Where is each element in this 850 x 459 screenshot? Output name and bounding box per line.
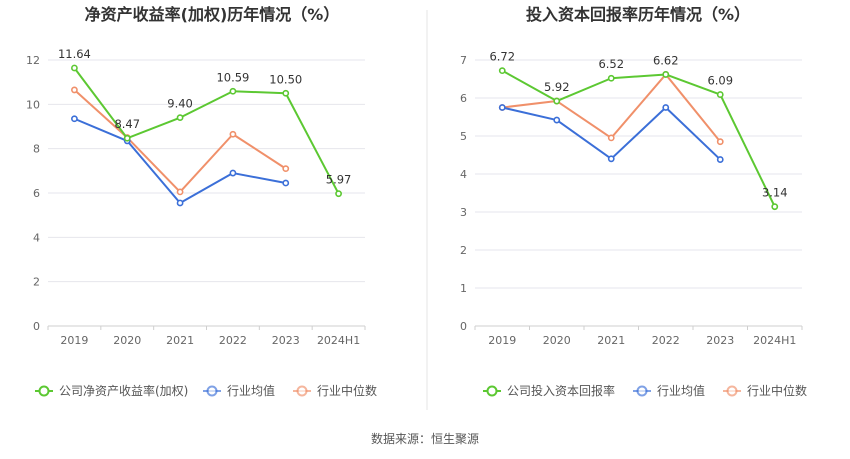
data-point-avg[interactable] xyxy=(282,179,290,187)
x-tick-label: 2023 xyxy=(706,334,734,347)
data-point-company[interactable] xyxy=(662,71,670,78)
chart-title: 净资产收益率(加权)历年情况（%） xyxy=(85,5,340,24)
legend-marker-avg xyxy=(206,385,218,397)
roe-chart: 净资产收益率(加权)历年情况（%） 0 2 4 6 8 10 12 2019 2020 2021 20… xyxy=(26,5,377,398)
data-point-median[interactable] xyxy=(229,130,237,138)
data-point-avg[interactable] xyxy=(607,155,615,163)
x-tick-label: 2020 xyxy=(543,334,571,347)
series-line-company xyxy=(501,69,776,208)
data-point-company[interactable] xyxy=(553,97,561,105)
y-tick-label: 2 xyxy=(33,276,40,289)
data-point-avg[interactable] xyxy=(176,199,184,207)
data-point-avg[interactable] xyxy=(498,104,506,111)
y-tick-label: 2 xyxy=(460,244,467,257)
x-tick-label: 2023 xyxy=(272,334,300,347)
data-label: 6.62 xyxy=(653,53,679,67)
data-point-company[interactable] xyxy=(498,67,506,75)
legend-marker-company xyxy=(486,385,498,397)
x-tick-label: 2020 xyxy=(113,334,141,347)
x-tick-label: 2024H1 xyxy=(317,334,360,347)
data-point-median[interactable] xyxy=(282,165,290,173)
data-label: 6.52 xyxy=(598,57,624,71)
source-note: 数据来源：恒生聚源 xyxy=(371,431,479,446)
x-tick-label: 2022 xyxy=(219,334,247,347)
data-point-company[interactable] xyxy=(282,89,290,97)
legend-marker-median xyxy=(296,385,308,397)
y-tick-label: 8 xyxy=(33,143,40,156)
series-line-company xyxy=(73,67,340,195)
legend-item-median[interactable]: 行业中位数 xyxy=(317,383,377,398)
data-point-avg[interactable] xyxy=(662,104,670,111)
data-point-company[interactable] xyxy=(335,190,342,198)
series-line-avg xyxy=(502,106,721,161)
data-point-company[interactable] xyxy=(229,87,237,95)
data-point-company[interactable] xyxy=(607,74,615,82)
legend-item-avg[interactable]: 行业均值 xyxy=(657,383,705,398)
data-label: 10.50 xyxy=(269,72,302,86)
legend-item-median[interactable]: 行业中位数 xyxy=(747,383,807,398)
x-tick-label: 2019 xyxy=(60,334,88,347)
y-tick-label: 4 xyxy=(460,168,467,181)
data-point-company[interactable] xyxy=(176,114,184,122)
data-point-company[interactable] xyxy=(716,91,724,98)
data-point-avg[interactable] xyxy=(716,156,724,163)
data-label: 5.92 xyxy=(544,80,570,94)
chart-title: 投入资本回报率历年情况（%） xyxy=(526,5,750,24)
data-label: 10.59 xyxy=(216,70,249,84)
data-label: 11.64 xyxy=(58,47,91,61)
series-line-median xyxy=(502,73,722,143)
y-tick-label: 10 xyxy=(26,98,40,111)
legend-marker-company xyxy=(38,385,50,397)
data-label: 9.40 xyxy=(167,97,193,111)
legend-item-company[interactable]: 公司净资产收益率(加权) xyxy=(59,383,188,398)
data-point-median[interactable] xyxy=(71,86,78,94)
data-label: 6.09 xyxy=(707,74,733,88)
x-tick-label: 2021 xyxy=(597,334,625,347)
y-tick-label: 6 xyxy=(33,187,40,200)
data-point-avg[interactable] xyxy=(229,169,237,177)
data-label: 8.47 xyxy=(114,117,140,131)
data-label: 6.72 xyxy=(489,50,515,64)
data-point-company[interactable] xyxy=(71,64,78,72)
legend-item-company[interactable]: 公司投入资本回报率 xyxy=(507,383,615,398)
data-point-median[interactable] xyxy=(607,134,615,142)
data-point-company[interactable] xyxy=(123,134,131,142)
y-tick-label: 0 xyxy=(460,320,467,333)
x-tick-label: 2024H1 xyxy=(753,334,796,347)
data-label: 3.14 xyxy=(762,186,788,200)
x-tick-label: 2022 xyxy=(652,334,680,347)
y-tick-label: 0 xyxy=(33,320,40,333)
x-tick-label: 2021 xyxy=(166,334,194,347)
data-point-avg[interactable] xyxy=(553,116,561,124)
y-tick-label: 3 xyxy=(460,206,467,219)
legend-marker-avg xyxy=(636,385,648,397)
data-point-company[interactable] xyxy=(771,203,779,211)
y-tick-label: 4 xyxy=(33,231,40,244)
x-tick-label: 2019 xyxy=(488,334,516,347)
y-tick-label: 7 xyxy=(460,54,467,67)
y-tick-label: 5 xyxy=(460,130,467,143)
y-tick-label: 12 xyxy=(26,54,40,67)
roic-chart: 投入资本回报率历年情况（%） 0 1 2 3 4 5 6 7 2019 2020 2021 2022 20… xyxy=(460,5,807,398)
data-point-median[interactable] xyxy=(176,188,184,196)
legend-item-avg[interactable]: 行业均值 xyxy=(227,383,275,398)
data-point-avg[interactable] xyxy=(71,115,78,123)
y-tick-label: 6 xyxy=(460,92,467,105)
data-point-median[interactable] xyxy=(716,138,724,146)
data-label: 5.97 xyxy=(326,173,352,187)
y-tick-label: 1 xyxy=(460,282,467,295)
legend-marker-median xyxy=(726,385,738,397)
